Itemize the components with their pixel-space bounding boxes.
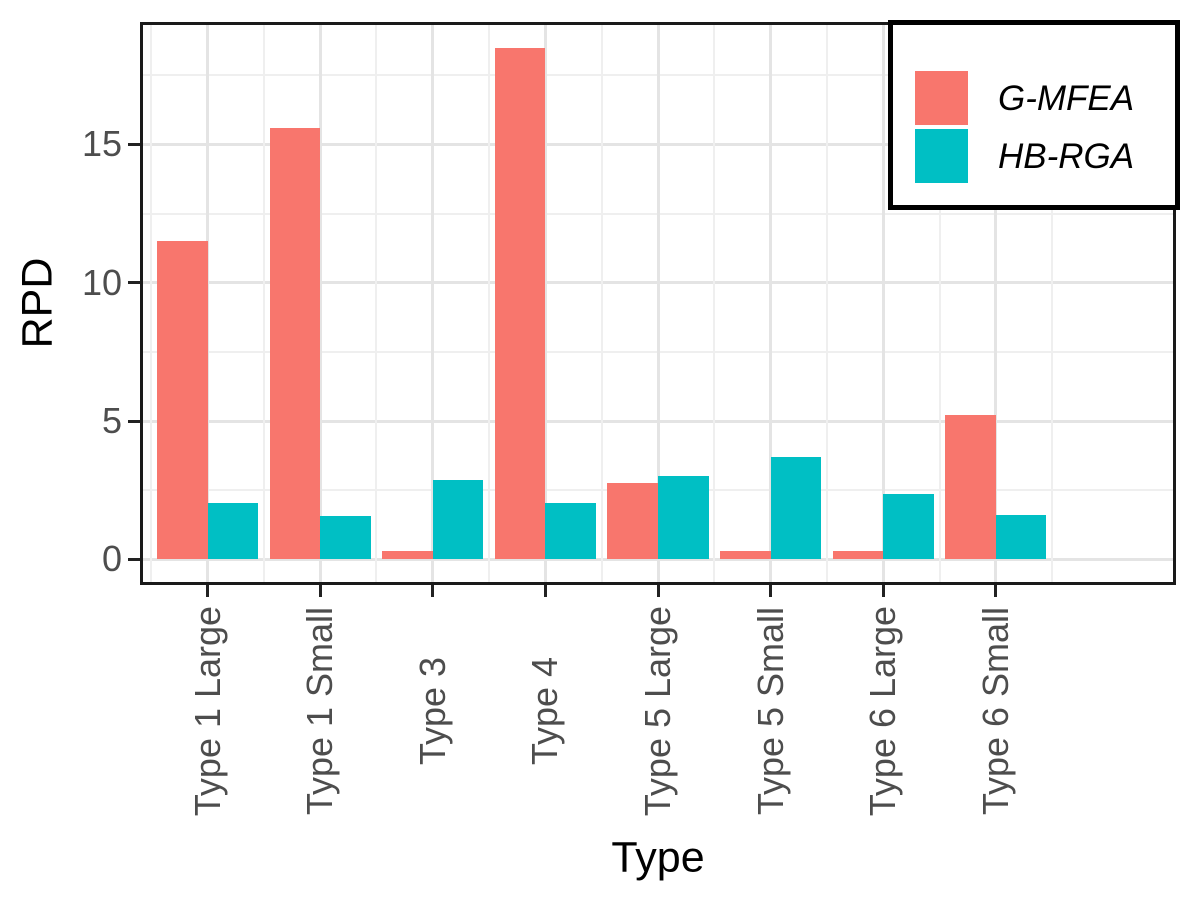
x-axis-tick-label: Type 5 Large — [637, 605, 678, 817]
bar-g-mfea-type-1-small — [269, 127, 321, 560]
y-axis-tick-label: 10 — [81, 261, 122, 303]
gridline-minor-x — [600, 22, 603, 585]
x-axis-tick — [318, 585, 322, 597]
legend-item-g-mfea: G-MFEA — [915, 70, 1175, 126]
x-axis-tick — [994, 585, 998, 597]
gridline-minor-x — [488, 22, 491, 585]
x-axis-tick-label: Type 1 Large — [186, 605, 228, 817]
bar-hb-rga-type-6-large — [883, 494, 934, 560]
x-axis-tick — [543, 585, 547, 597]
x-axis-tick — [431, 585, 435, 597]
x-axis-tick — [656, 585, 660, 597]
x-axis-tick-label: Type 6 Small — [974, 606, 1016, 816]
y-axis-tick — [128, 557, 140, 561]
gridline-major-x — [656, 22, 660, 585]
bar-hb-rga-type-3 — [432, 480, 484, 560]
gridline-major-x — [431, 22, 435, 585]
y-axis-title: RPD — [13, 257, 62, 349]
x-axis-tick — [881, 585, 885, 597]
x-axis-tick-label: Type 5 Small — [749, 606, 791, 816]
y-axis-tick — [128, 142, 140, 146]
bar-hb-rga-type-4 — [545, 502, 597, 560]
y-axis-tick — [128, 419, 140, 423]
gridline-minor-x — [262, 22, 265, 585]
x-axis-tick-label: Type 4 — [524, 656, 566, 766]
bar-g-mfea-type-1-large — [156, 241, 208, 560]
bar-g-mfea-type-4 — [494, 47, 546, 560]
gridline-major-x — [206, 22, 210, 585]
y-axis-tick-label: 15 — [81, 123, 122, 165]
x-axis-tick-label: Type 3 — [411, 656, 453, 766]
x-axis-tick — [769, 585, 773, 597]
legend-swatch-hb-rga — [915, 129, 968, 183]
legend: G-MFEA HB-RGA — [888, 20, 1180, 210]
bar-g-mfea-type-5-small — [719, 550, 771, 560]
gridline-major-x — [769, 22, 773, 585]
bar-hb-rga-type-5-large — [658, 476, 709, 560]
gridline-minor-x — [1051, 22, 1054, 585]
gridline-major-x — [881, 22, 885, 585]
x-axis-tick — [206, 585, 210, 597]
y-axis-tick-label: 0 — [101, 538, 122, 580]
y-axis-tick — [128, 281, 140, 285]
bar-hb-rga-type-1-small — [320, 516, 371, 560]
gridline-major-x — [543, 22, 547, 585]
x-axis-tick-label: Type 6 Large — [862, 605, 904, 817]
bar-g-mfea-type-6-large — [832, 550, 884, 560]
legend-label-hb-rga: HB-RGA — [998, 136, 1135, 176]
legend-swatch-g-mfea — [915, 71, 968, 125]
legend-label-g-mfea: G-MFEA — [998, 78, 1135, 118]
bar-g-mfea-type-6-small — [945, 415, 996, 560]
bar-hb-rga-type-6-small — [995, 515, 1047, 560]
gridline-minor-x — [375, 22, 378, 585]
bar-hb-rga-type-1-large — [207, 502, 259, 560]
gridline-major-x — [994, 22, 998, 585]
bar-hb-rga-type-5-small — [770, 456, 822, 560]
gridline-minor-x — [938, 22, 941, 585]
x-axis-title: Type — [611, 833, 705, 882]
y-axis-tick-label: 5 — [101, 400, 122, 442]
bar-g-mfea-type-5-large — [607, 483, 658, 560]
gridline-major-x — [318, 22, 322, 585]
bar-g-mfea-type-3 — [382, 550, 433, 560]
gridline-minor-x — [825, 22, 828, 585]
x-axis-tick-label: Type 1 Small — [299, 606, 341, 816]
gridline-minor-x — [150, 22, 153, 585]
gridline-minor-x — [713, 22, 716, 585]
legend-item-hb-rga: HB-RGA — [915, 128, 1175, 184]
